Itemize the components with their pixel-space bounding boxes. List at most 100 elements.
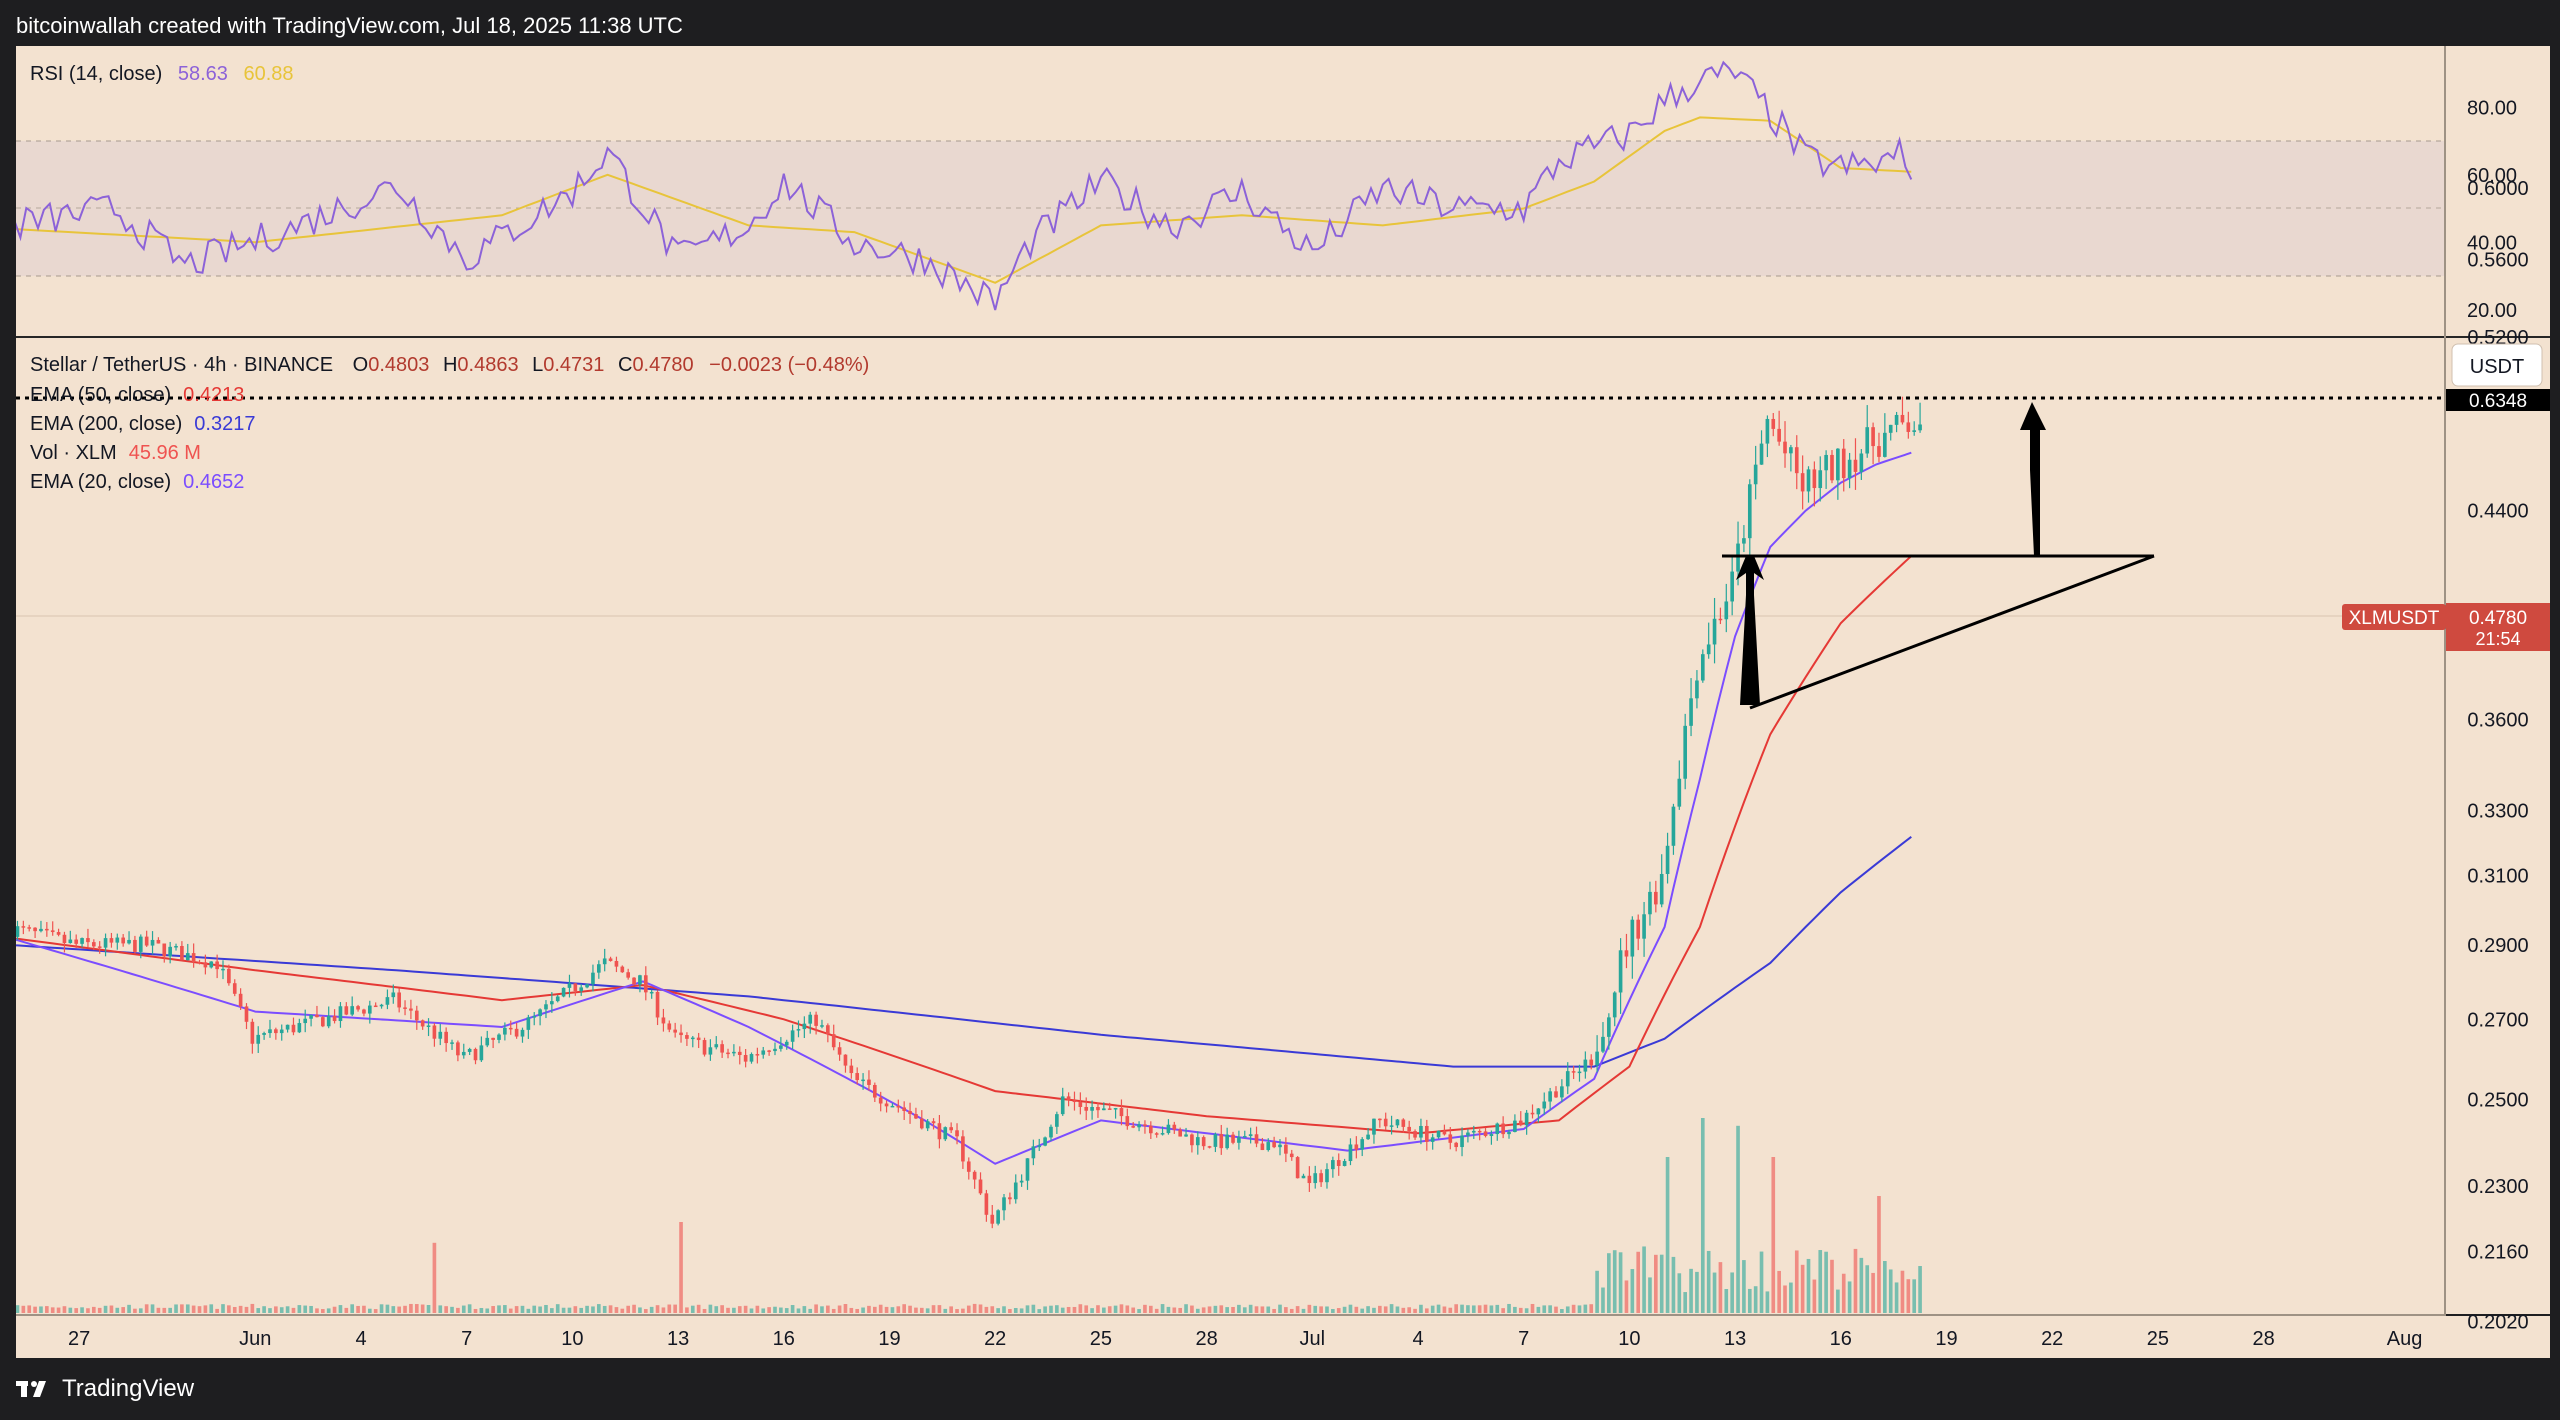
volume-bar bbox=[1894, 1282, 1899, 1313]
candle-body bbox=[115, 937, 120, 943]
symbol-tag: XLMUSDT bbox=[2349, 608, 2440, 629]
candle-body bbox=[1137, 1124, 1141, 1128]
volume-bar bbox=[344, 1307, 349, 1313]
candle-body bbox=[467, 1048, 472, 1052]
symbol-legend: Stellar / TetherUS · 4h · BINANCE O0.480… bbox=[30, 354, 869, 376]
ascending-triangle-drawing[interactable] bbox=[1722, 554, 2155, 710]
volume-bar bbox=[1671, 1256, 1676, 1313]
candle-body bbox=[1219, 1134, 1224, 1149]
candle-body bbox=[526, 1017, 531, 1030]
volume-bar bbox=[1195, 1308, 1200, 1313]
candle-body bbox=[955, 1130, 959, 1137]
candle-body bbox=[80, 938, 84, 944]
volume-bar bbox=[1589, 1304, 1594, 1313]
candle-body bbox=[414, 1010, 419, 1021]
volume-bar bbox=[309, 1305, 313, 1313]
candle-body bbox=[479, 1045, 484, 1061]
candle-body bbox=[56, 932, 61, 935]
time-tick-label: 16 bbox=[773, 1328, 795, 1350]
candle-body bbox=[867, 1079, 871, 1085]
volume-bar bbox=[808, 1308, 813, 1313]
attribution-bar: bitcoinwallah created with TradingView.c… bbox=[0, 0, 2560, 46]
time-tick-label: 10 bbox=[561, 1328, 583, 1350]
candle-body bbox=[649, 991, 654, 994]
volume-bar bbox=[21, 1305, 26, 1313]
volume-bar bbox=[914, 1307, 918, 1313]
volume-bar bbox=[1583, 1304, 1588, 1313]
candle-body bbox=[919, 1118, 924, 1129]
volume-bar bbox=[138, 1308, 143, 1313]
candle-body bbox=[1107, 1108, 1112, 1110]
candle-body bbox=[1718, 618, 1723, 621]
triangle-support-line[interactable] bbox=[1749, 554, 2155, 710]
volume-bar bbox=[1706, 1250, 1711, 1313]
volume-bar bbox=[373, 1309, 378, 1313]
candle-body bbox=[138, 936, 143, 952]
volume-bar bbox=[1877, 1196, 1881, 1313]
candle-body bbox=[338, 1006, 343, 1022]
volume-bar bbox=[174, 1304, 178, 1313]
volume-bar bbox=[467, 1304, 472, 1313]
volume-bar bbox=[767, 1307, 771, 1313]
candle-body bbox=[1724, 601, 1729, 620]
volume-bar bbox=[555, 1304, 560, 1313]
volume-bar bbox=[362, 1305, 366, 1313]
candle-body bbox=[1595, 1051, 1599, 1066]
candle-body bbox=[1612, 992, 1617, 1018]
volume-bar bbox=[1624, 1280, 1629, 1313]
volume-bar bbox=[591, 1306, 595, 1313]
candle-body bbox=[796, 1029, 801, 1031]
volume-bar bbox=[1336, 1308, 1341, 1313]
volume-bar bbox=[1847, 1281, 1852, 1313]
ohlc-close-label: C bbox=[618, 354, 632, 376]
candle-body bbox=[1836, 448, 1840, 481]
candle-body bbox=[1753, 464, 1758, 485]
rsi-tick-label: 80.00 bbox=[2467, 97, 2517, 119]
volume-bar bbox=[814, 1304, 818, 1313]
volume-bar bbox=[1771, 1157, 1776, 1313]
candle-body bbox=[1043, 1137, 1047, 1146]
volume-bar bbox=[755, 1305, 760, 1313]
currency-button[interactable] bbox=[2451, 343, 2543, 387]
volume-bar bbox=[1618, 1252, 1623, 1313]
candle-body bbox=[1671, 806, 1676, 846]
volume-bar bbox=[1742, 1260, 1746, 1313]
volume-bar bbox=[1601, 1287, 1605, 1313]
candle-body bbox=[350, 1006, 355, 1015]
candle-body bbox=[1213, 1134, 1218, 1147]
volume-bar bbox=[1718, 1262, 1723, 1313]
volume-bar bbox=[209, 1304, 214, 1313]
volume-bar bbox=[943, 1308, 948, 1313]
volume-bar bbox=[1331, 1309, 1335, 1313]
candle-body bbox=[643, 975, 648, 993]
candle-body bbox=[450, 1042, 454, 1044]
candle-body bbox=[1859, 453, 1864, 472]
candle-body bbox=[1730, 571, 1734, 602]
candle-body bbox=[1383, 1118, 1388, 1127]
price-tick-label: 0.4400 bbox=[2467, 501, 2528, 523]
volume-bar bbox=[33, 1306, 37, 1313]
tradingview-logo[interactable]: TradingView bbox=[16, 1375, 194, 1403]
volume-bar bbox=[1812, 1279, 1817, 1313]
pole-up-arrow[interactable] bbox=[1736, 556, 1764, 705]
candle-body bbox=[1853, 459, 1858, 472]
volume-bar bbox=[432, 1242, 437, 1313]
volume-bar bbox=[68, 1307, 73, 1313]
volume-bar bbox=[743, 1305, 748, 1313]
price-tick-label: 0.6000 bbox=[2467, 178, 2528, 200]
volume-bar bbox=[1906, 1279, 1911, 1313]
symbol-title: Stellar / TetherUS · 4h · BINANCE bbox=[30, 354, 333, 376]
candle-body bbox=[109, 938, 114, 943]
price-tick-label: 0.2700 bbox=[2467, 1009, 2528, 1031]
time-axis-bg bbox=[16, 1316, 2550, 1358]
volume-bar bbox=[503, 1305, 507, 1313]
volume-bar bbox=[1372, 1307, 1376, 1313]
volume-bar bbox=[1654, 1254, 1658, 1313]
volume-bar bbox=[1248, 1304, 1253, 1313]
breakout-target-arrow[interactable] bbox=[2020, 402, 2046, 556]
candle-body bbox=[1900, 414, 1905, 423]
candle-body bbox=[1143, 1124, 1147, 1126]
volume-bar bbox=[1859, 1257, 1864, 1313]
candle-body bbox=[896, 1105, 901, 1108]
